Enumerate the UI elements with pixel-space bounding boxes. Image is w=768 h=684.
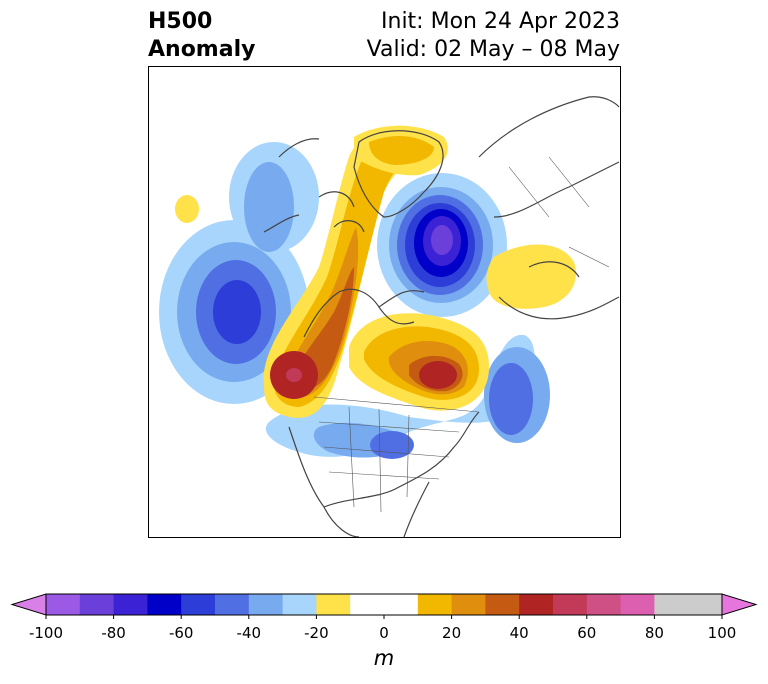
colorbar-bin bbox=[316, 594, 351, 615]
colorbar-tick-label: 80 bbox=[644, 624, 664, 642]
colorbar-tick-label: -40 bbox=[236, 624, 262, 642]
colorbar-extend-high bbox=[721, 593, 758, 616]
title-field: Anomaly bbox=[148, 37, 256, 62]
colorbar-tick-label: 0 bbox=[379, 624, 389, 642]
colorbar-tick-label: 20 bbox=[442, 624, 462, 642]
colorbar-tick-label: -100 bbox=[28, 624, 64, 642]
coastlines bbox=[263, 96, 620, 537]
colorbar-tick-label: 100 bbox=[707, 624, 737, 642]
map-canvas bbox=[159, 96, 620, 537]
init-date: Init: Mon 24 Apr 2023 bbox=[381, 9, 620, 34]
colorbar-unit: m bbox=[373, 646, 395, 670]
anomaly-map bbox=[148, 66, 621, 538]
colorbar-bin bbox=[215, 594, 250, 615]
colorbar-tick-label: -20 bbox=[304, 624, 329, 642]
plot-title-left: H500 Anomaly bbox=[148, 8, 255, 64]
colorbar-bin bbox=[113, 594, 148, 615]
colorbar-bin bbox=[417, 594, 453, 615]
colorbar-bin bbox=[485, 594, 520, 615]
colorbar-extend-low bbox=[10, 593, 47, 616]
colorbar-bin bbox=[248, 594, 284, 615]
colorbar-bin bbox=[620, 594, 655, 615]
colorbar-bin bbox=[586, 594, 622, 615]
colorbar-bin bbox=[79, 594, 115, 615]
colorbar-tick-label: -60 bbox=[168, 624, 194, 642]
plot-title-right: Init: Mon 24 Apr 2023 Valid: 02 May – 08… bbox=[367, 8, 620, 64]
colorbar-bin bbox=[654, 594, 689, 615]
colorbar-tick-label: -80 bbox=[101, 624, 126, 642]
colorbar bbox=[10, 593, 758, 619]
colorbar-bin bbox=[147, 594, 182, 615]
valid-range: Valid: 02 May – 08 May bbox=[366, 37, 620, 62]
anomaly-field bbox=[159, 125, 576, 459]
colorbar-bin bbox=[553, 594, 588, 615]
colorbar-bin bbox=[282, 594, 317, 615]
title-variable: H500 bbox=[148, 9, 213, 34]
colorbar-bin bbox=[46, 594, 81, 615]
colorbar-tick-label: 60 bbox=[577, 624, 597, 642]
borders bbox=[313, 156, 610, 513]
colorbar-bin bbox=[181, 594, 216, 615]
colorbar-bin bbox=[451, 594, 486, 615]
pos-anomaly-scandinavia bbox=[486, 244, 576, 309]
colorbar-bin bbox=[350, 594, 419, 615]
colorbar-bin bbox=[519, 594, 554, 615]
colorbar-tick-label: 40 bbox=[509, 624, 529, 642]
colorbar-bin bbox=[688, 594, 723, 615]
